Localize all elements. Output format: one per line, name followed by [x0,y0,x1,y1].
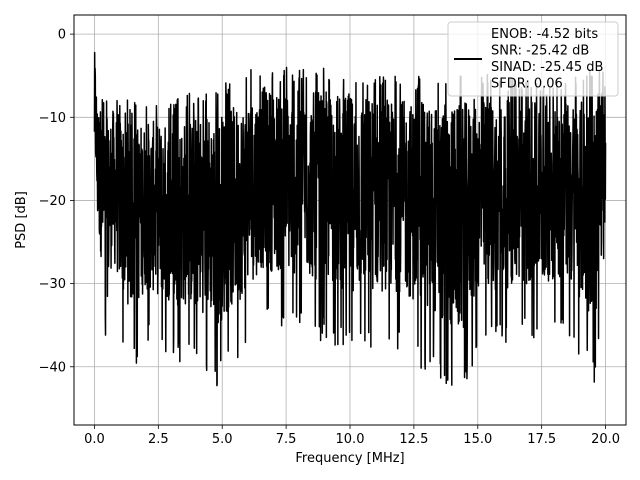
psd-series [93,51,607,387]
legend-entry-enob: ENOB: -4.52 bits [491,27,598,42]
x-tick-label: 12.5 [399,432,428,447]
y-tick-label: 0 [58,28,66,43]
x-tick-label: 10.0 [336,432,365,447]
y-ticks: 0 −10 −20 −30 −40 [39,28,74,375]
legend-entry-sfdr: SFDR: 0.06 [491,77,563,92]
y-axis-label: PSD [dB] [14,191,29,249]
legend-entry-sinad: SINAD: -25.45 dB [491,60,603,75]
x-tick-label: 5.0 [212,432,233,447]
legend: ENOB: -4.52 bits SNR: -25.42 dB SINAD: -… [447,21,619,97]
x-tick-label: 17.5 [527,432,556,447]
x-tick-label: 15.0 [463,432,492,447]
legend-entry-snr: SNR: -25.42 dB [491,44,589,59]
x-tick-label: 0.0 [84,432,105,447]
y-tick-label: −30 [39,277,66,292]
y-tick-label: −40 [39,360,66,375]
x-tick-label: 2.5 [148,432,169,447]
x-ticks: 0.0 2.5 5.0 7.5 10.0 12.5 15.0 17.5 20.0 [84,425,620,447]
x-axis-label: Frequency [MHz] [295,451,404,466]
legend-box [447,21,619,97]
psd-line [93,51,607,387]
x-tick-label: 20.0 [591,432,620,447]
y-tick-label: −10 [39,111,66,126]
y-tick-label: −20 [39,194,66,209]
x-tick-label: 7.5 [276,432,297,447]
